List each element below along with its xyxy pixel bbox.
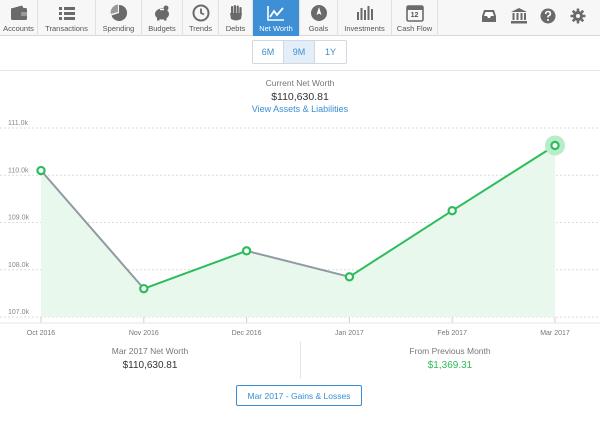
piggy-bank-icon xyxy=(151,2,173,24)
hand-icon xyxy=(225,2,247,24)
y-tick-label: 110.0k xyxy=(8,167,29,174)
month-net-worth-label: Mar 2017 Net Worth xyxy=(111,346,189,356)
month-net-worth-value: $110,630.81 xyxy=(122,360,178,371)
range-tab-9m[interactable]: 9M xyxy=(284,41,315,63)
list-icon xyxy=(56,2,78,24)
previous-month-change: From Previous Month $1,369.31 xyxy=(300,346,600,371)
month-net-worth: Mar 2017 Net Worth $110,630.81 xyxy=(0,346,300,371)
calendar-icon: 12 xyxy=(404,2,426,24)
line-segment xyxy=(348,209,453,278)
nav-label: Net Worth xyxy=(259,24,293,33)
net-worth-chart: 107.0k 108.0k 109.0k 110.0k 111.0k Oct 2016 No… xyxy=(0,120,600,337)
nav-investments[interactable]: Investments xyxy=(338,0,392,36)
line-segment xyxy=(40,169,145,290)
bar-chart-icon xyxy=(354,2,376,24)
nav-label: Cash Flow xyxy=(396,24,433,33)
x-tick-label: Mar 2017 xyxy=(540,330,570,337)
settings-button[interactable] xyxy=(563,0,593,36)
calendar-day: 12 xyxy=(410,12,419,19)
nav-transactions[interactable]: Transactions xyxy=(38,0,96,36)
view-assets-liabilities-link[interactable]: View Assets & Liabilities xyxy=(251,104,349,114)
data-point xyxy=(36,165,46,176)
x-tick-label: Jan 2017 xyxy=(335,330,364,337)
y-tick-label: 109.0k xyxy=(8,215,30,222)
help-button[interactable] xyxy=(533,0,563,36)
nav-net-worth[interactable]: Net Worth xyxy=(253,0,300,36)
range-selector: 6M 9M 1Y xyxy=(252,40,347,64)
previous-month-label: From Previous Month xyxy=(409,346,491,356)
data-point xyxy=(241,246,252,256)
nav-label: Debts xyxy=(225,24,246,33)
nav-label: Transactions xyxy=(45,24,88,33)
y-tick-label: 107.0k xyxy=(8,309,30,316)
nav-accounts[interactable]: Accounts xyxy=(0,0,38,36)
bank-button[interactable] xyxy=(504,0,534,36)
footer-separator xyxy=(300,342,301,378)
section-divider xyxy=(0,70,600,71)
nav-label: Accounts xyxy=(3,24,34,33)
gains-losses-button[interactable]: Mar 2017 - Gains & Losses xyxy=(236,385,362,406)
nav-budgets[interactable]: Budgets xyxy=(142,0,183,36)
nav-label: Spending xyxy=(102,24,135,33)
x-tick-label: Nov 2016 xyxy=(129,330,159,337)
range-tab-1y[interactable]: 1Y xyxy=(315,41,346,63)
current-net-worth-value: $110,630.81 xyxy=(271,91,329,103)
area-fill xyxy=(41,145,555,317)
x-tick-label: Dec 2016 xyxy=(232,330,262,337)
range-tab-6m[interactable]: 6M xyxy=(253,41,284,63)
inbox-button[interactable] xyxy=(474,0,504,36)
clock-icon xyxy=(190,2,212,24)
line-segment xyxy=(246,249,350,278)
nav-spending[interactable]: Spending xyxy=(96,0,142,36)
data-point xyxy=(344,272,355,282)
data-point xyxy=(139,283,149,294)
nav-label: Investments xyxy=(344,24,385,33)
nav-label: Trends xyxy=(188,24,213,33)
nav-label: Goals xyxy=(308,24,329,33)
nav-goals[interactable]: Goals xyxy=(300,0,338,36)
pie-chart-icon xyxy=(108,2,130,24)
line-segment xyxy=(143,249,247,290)
x-tick-label: Feb 2017 xyxy=(437,330,467,337)
main-nav: Accounts Transactions Spending Budgets T… xyxy=(0,0,600,36)
nav-trends[interactable]: Trends xyxy=(183,0,219,36)
current-net-worth-label: Current Net Worth xyxy=(265,78,335,88)
line-segment xyxy=(451,144,556,212)
y-tick-label: 111.0k xyxy=(8,120,28,127)
previous-month-value: $1,369.31 xyxy=(427,360,473,371)
compass-icon xyxy=(308,2,330,24)
bank-icon xyxy=(510,7,528,29)
line-chart-icon xyxy=(265,2,287,24)
y-tick-label: 108.0k xyxy=(8,262,30,269)
data-point xyxy=(550,140,560,151)
data-point xyxy=(447,205,457,216)
nav-debts[interactable]: Debts xyxy=(219,0,253,36)
gear-icon xyxy=(570,8,586,29)
nav-cash-flow[interactable]: 12 Cash Flow xyxy=(392,0,438,36)
help-icon xyxy=(540,8,556,29)
x-tick-label: Oct 2016 xyxy=(27,330,56,337)
wallet-icon xyxy=(8,2,30,24)
nav-label: Budgets xyxy=(148,24,176,33)
inbox-icon xyxy=(481,9,497,28)
